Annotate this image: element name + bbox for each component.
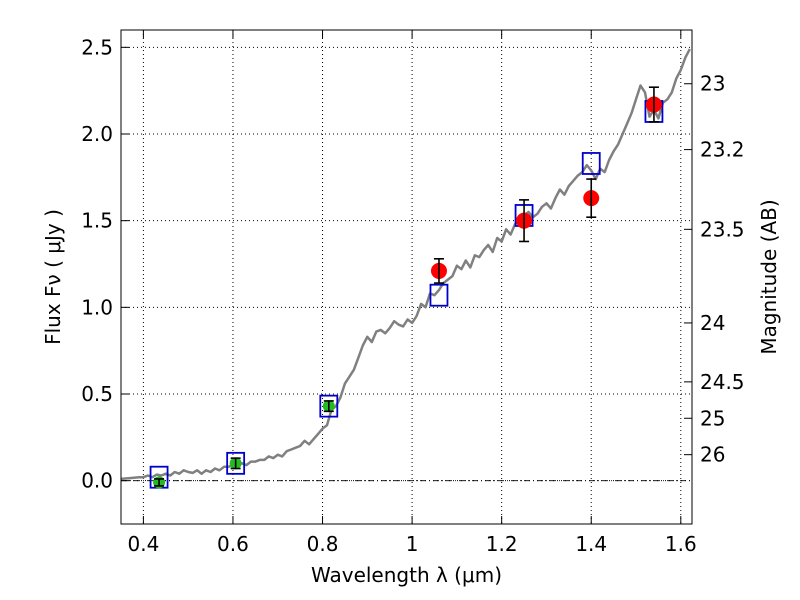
x-tick-label: 1.4 bbox=[575, 532, 607, 556]
mag-tick-label: 23.5 bbox=[700, 217, 745, 241]
x-tick-label: 0.8 bbox=[307, 532, 339, 556]
mag-tick-label: 23 bbox=[700, 72, 725, 96]
model-flux-square bbox=[319, 394, 339, 418]
y-tick-label: 1.0 bbox=[81, 295, 113, 319]
template-sed-line bbox=[120, 48, 691, 481]
grid-lines bbox=[121, 30, 692, 524]
y-tick-label: 2.5 bbox=[81, 35, 113, 59]
x-tick-label: 1.6 bbox=[665, 532, 697, 556]
mag-tick-label: 24 bbox=[700, 311, 725, 335]
y-tick-label: 0.5 bbox=[81, 382, 113, 406]
x-tick-label: 1.2 bbox=[486, 532, 518, 556]
model-flux-square bbox=[226, 451, 246, 475]
photometry-layer bbox=[149, 86, 664, 489]
mag-tick-label: 26 bbox=[700, 443, 725, 467]
y-tick-label: 0.0 bbox=[81, 469, 113, 493]
mag-tick-label: 24.5 bbox=[700, 370, 745, 394]
x-tick-label: 0.4 bbox=[127, 532, 159, 556]
plot-frame bbox=[120, 29, 693, 525]
model-flux-square bbox=[429, 283, 449, 307]
y-axis-label: Flux Fν ( μJy ) bbox=[41, 209, 65, 345]
axis-ticks: 0.4 0.6 0.8 1 1.2 1.4 1.6 0.0 0.5 1.0 1.5 2.0 2.5 23 2… bbox=[81, 30, 745, 556]
y2-axis-label: Magnitude (AB) bbox=[757, 199, 781, 354]
x-axis-label: Wavelength λ (μm) bbox=[311, 563, 502, 587]
template-sed-layer bbox=[120, 48, 691, 481]
x-tick-label: 0.6 bbox=[217, 532, 249, 556]
mag-tick-label: 23.2 bbox=[700, 138, 745, 162]
mag-tick-label: 25 bbox=[700, 406, 725, 430]
y-tick-label: 2.0 bbox=[81, 122, 113, 146]
model-flux-square bbox=[581, 152, 601, 175]
y-tick-label: 1.5 bbox=[81, 209, 113, 233]
x-tick-label: 1 bbox=[406, 532, 419, 556]
